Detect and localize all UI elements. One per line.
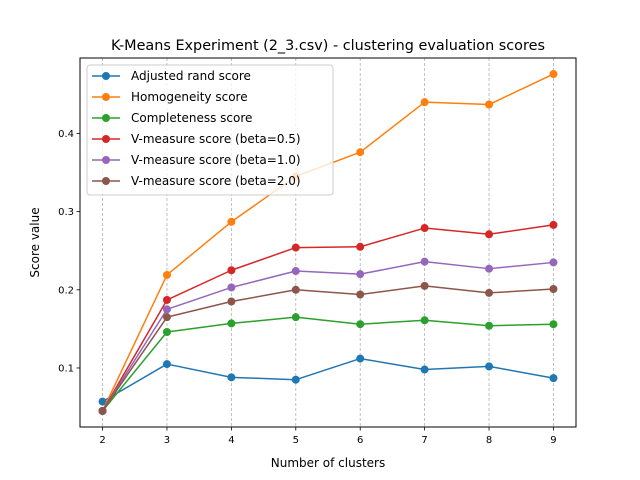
- data-point: [291, 285, 300, 294]
- data-point: [549, 70, 558, 79]
- legend-label: Adjusted rand score: [131, 69, 251, 83]
- series-line: [101, 224, 554, 412]
- data-point: [291, 313, 300, 322]
- data-point: [485, 288, 494, 297]
- data-point: [98, 406, 107, 415]
- data-point: [485, 362, 494, 371]
- data-point: [227, 373, 236, 382]
- data-point: [227, 217, 236, 226]
- data-point: [549, 220, 558, 229]
- series-6: [98, 281, 558, 415]
- legend-label: V-measure score (beta=1.0): [131, 153, 301, 167]
- legend-box: [86, 64, 334, 196]
- data-point: [420, 257, 429, 266]
- y-tick-label: 0.2: [58, 285, 74, 296]
- data-point: [227, 266, 236, 275]
- legend-label: Homogeneity score: [131, 90, 248, 104]
- x-tick-label: 5: [293, 435, 299, 446]
- legend-item: V-measure score (beta=1.0): [92, 153, 301, 167]
- series-line: [102, 357, 554, 403]
- data-point: [356, 148, 365, 157]
- data-point: [227, 319, 236, 328]
- data-point: [485, 100, 494, 109]
- data-point: [356, 354, 365, 363]
- data-point: [420, 224, 429, 233]
- data-point: [549, 320, 558, 329]
- data-point: [162, 305, 171, 314]
- legend-item: Adjusted rand score: [92, 69, 251, 83]
- plot-frame: [79, 57, 577, 428]
- x-tick-label: 2: [99, 435, 105, 446]
- legend-item: V-measure score (beta=0.5): [92, 132, 301, 146]
- legend: Adjusted rand score Homogeneity score Comp…: [86, 64, 334, 196]
- series-line: [101, 260, 554, 412]
- legend-label: V-measure score (beta=2.0): [131, 174, 301, 188]
- data-point: [162, 270, 171, 279]
- data-point: [227, 283, 236, 292]
- y-axis-label: Score value: [28, 207, 42, 277]
- data-point: [420, 98, 429, 107]
- data-point: [356, 320, 365, 329]
- series-1: [98, 354, 558, 406]
- data-point: [420, 281, 429, 290]
- legend-label: Completeness score: [131, 111, 252, 125]
- x-axis-label: Number of clusters: [271, 456, 385, 470]
- data-point: [356, 242, 365, 251]
- data-point: [420, 365, 429, 374]
- legend-item: Homogeneity score: [92, 90, 248, 104]
- legend-label: V-measure score (beta=0.5): [131, 132, 301, 146]
- legend-item: Completeness score: [92, 111, 252, 125]
- y-tick-label: 0.1: [58, 364, 74, 375]
- series-line: [101, 316, 554, 412]
- x-tick-label: 4: [228, 435, 234, 446]
- data-point: [356, 290, 365, 299]
- series-4: [98, 220, 558, 415]
- x-tick-label: 3: [164, 435, 170, 446]
- legend-swatch-marker: [102, 135, 110, 143]
- series-line: [101, 285, 554, 412]
- data-point: [485, 264, 494, 273]
- data-point: [420, 316, 429, 325]
- legend-swatch-marker: [102, 156, 110, 164]
- data-point: [162, 313, 171, 322]
- legend-swatch-marker: [102, 114, 110, 122]
- data-point: [549, 285, 558, 294]
- x-tick-label: 7: [421, 435, 427, 446]
- data-point: [98, 397, 107, 406]
- data-point: [356, 270, 365, 279]
- data-point: [162, 360, 171, 369]
- data-point: [291, 243, 300, 252]
- y-tick-label: 0.3: [58, 207, 74, 218]
- x-axis: 2 3 4 5 6 7 8 9: [99, 427, 557, 446]
- data-point: [227, 297, 236, 306]
- data-point: [549, 258, 558, 267]
- y-tick-label: 0.4: [58, 129, 74, 140]
- data-point: [162, 295, 171, 304]
- x-tick-label: 9: [550, 435, 556, 446]
- data-point: [162, 328, 171, 337]
- data-point: [485, 230, 494, 239]
- y-axis: 0.1 0.2 0.3 0.4: [58, 129, 80, 375]
- data-point: [291, 267, 300, 276]
- data-point: [291, 375, 300, 384]
- chart-title: K-Means Experiment (2_3.csv) - clusterin…: [111, 38, 545, 54]
- x-tick-label: 6: [357, 435, 363, 446]
- data-point: [485, 321, 494, 330]
- legend-item: V-measure score (beta=2.0): [92, 174, 301, 188]
- x-tick-label: 8: [486, 435, 492, 446]
- legend-swatch-marker: [102, 177, 110, 185]
- data-point: [549, 374, 558, 383]
- legend-swatch-marker: [102, 72, 110, 80]
- legend-swatch-marker: [102, 93, 110, 101]
